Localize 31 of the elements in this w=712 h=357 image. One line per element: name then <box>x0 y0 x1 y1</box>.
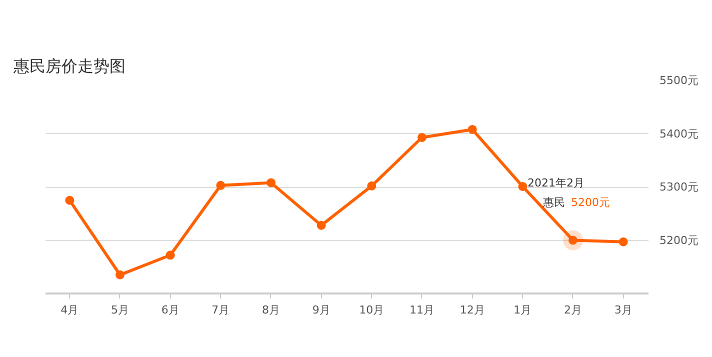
x-tick-label: 10月 <box>359 304 384 316</box>
x-tick-label: 12月 <box>460 304 485 316</box>
x-tick-label: 3月 <box>614 304 632 316</box>
point <box>115 270 124 280</box>
x-tick-label: 2月 <box>564 304 582 316</box>
x-tick-label: 8月 <box>262 304 280 316</box>
point <box>468 125 477 134</box>
point <box>417 132 426 142</box>
point <box>518 182 528 191</box>
x-tick-label: 1月 <box>514 304 532 316</box>
x-tick-label: 11月 <box>410 304 434 316</box>
y-tick-label: 5500元 <box>660 74 698 87</box>
point <box>316 220 326 230</box>
point <box>65 196 74 205</box>
annotation: 2021年2月 <box>528 176 584 190</box>
x-tick-label: 5月 <box>110 304 129 316</box>
y-tick-label: 5400元 <box>660 127 698 140</box>
point <box>367 181 376 190</box>
x-tick-label: 4月 <box>60 304 79 316</box>
point <box>216 180 226 190</box>
x-tick-label: 7月 <box>212 304 230 316</box>
point <box>166 250 175 260</box>
series-label: 惠民 <box>542 196 565 209</box>
y-tick-label: 5200元 <box>660 234 698 247</box>
point <box>266 178 276 188</box>
chart-title: 惠民房价走势图 <box>12 56 126 76</box>
point <box>618 237 628 246</box>
x-tick-label: 6月 <box>161 304 180 316</box>
y-tick-label: 5300元 <box>660 180 698 194</box>
data-label: 5200元 <box>571 196 610 209</box>
x-tick-label: 9月 <box>312 304 330 316</box>
